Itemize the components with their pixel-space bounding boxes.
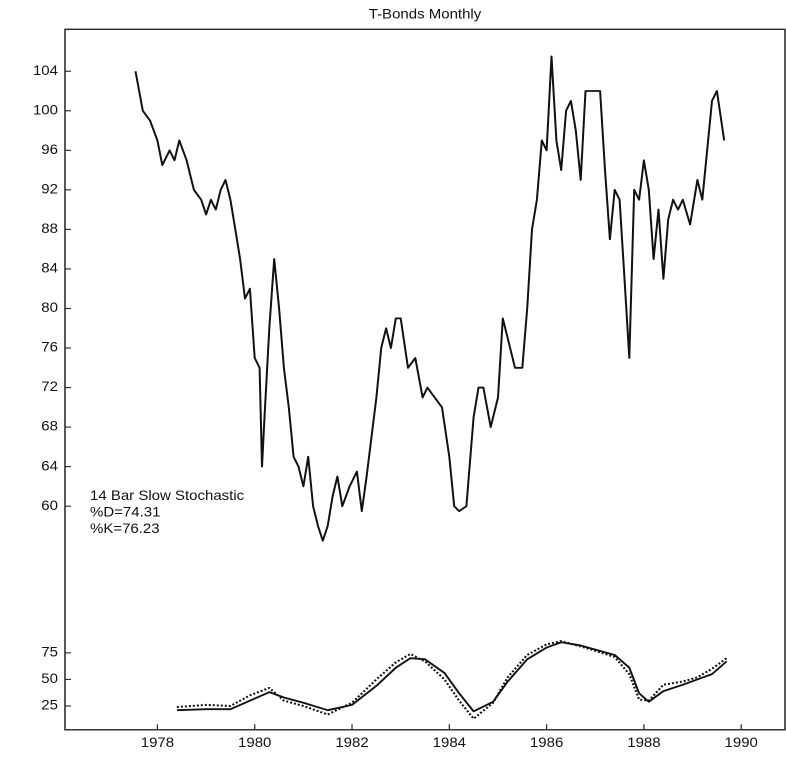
plot-frame: [64, 28, 786, 731]
y-tick-label: 50: [41, 672, 58, 687]
x-tick-label: 1988: [627, 736, 660, 751]
x-tick-label: 1978: [141, 736, 174, 751]
y-tick-label: 76: [41, 340, 58, 355]
x-tick-label: 1984: [433, 736, 466, 751]
x-tick-label: 1986: [530, 736, 563, 751]
annotation: 14 Bar Slow Stochastic: [90, 488, 244, 503]
x-tick-label: 1980: [238, 736, 271, 751]
x-tick-label: 1982: [335, 736, 368, 751]
line-series: [176, 640, 728, 720]
y-tick-label: 60: [41, 498, 58, 513]
y-tick-label: 64: [41, 459, 58, 474]
x-tick-label: 1990: [725, 736, 758, 751]
annotation: %K=76.23: [90, 521, 160, 536]
line-series: [134, 55, 726, 542]
y-tick-label: 72: [41, 380, 58, 395]
y-tick-label: 96: [41, 142, 58, 157]
y-tick-label: 68: [41, 419, 58, 434]
y-tick-label: 84: [41, 261, 58, 276]
line-series: [176, 641, 728, 713]
chart-title: T-Bonds Monthly: [369, 7, 482, 22]
y-tick-label: 25: [41, 698, 58, 713]
y-tick-label: 104: [33, 63, 58, 78]
y-tick-label: 92: [41, 182, 58, 197]
y-tick-label: 80: [41, 301, 58, 316]
annotation: %D=74.31: [90, 505, 160, 520]
y-tick-label: 100: [33, 103, 58, 118]
y-tick-label: 88: [41, 222, 58, 237]
y-tick-label: 75: [41, 645, 58, 660]
